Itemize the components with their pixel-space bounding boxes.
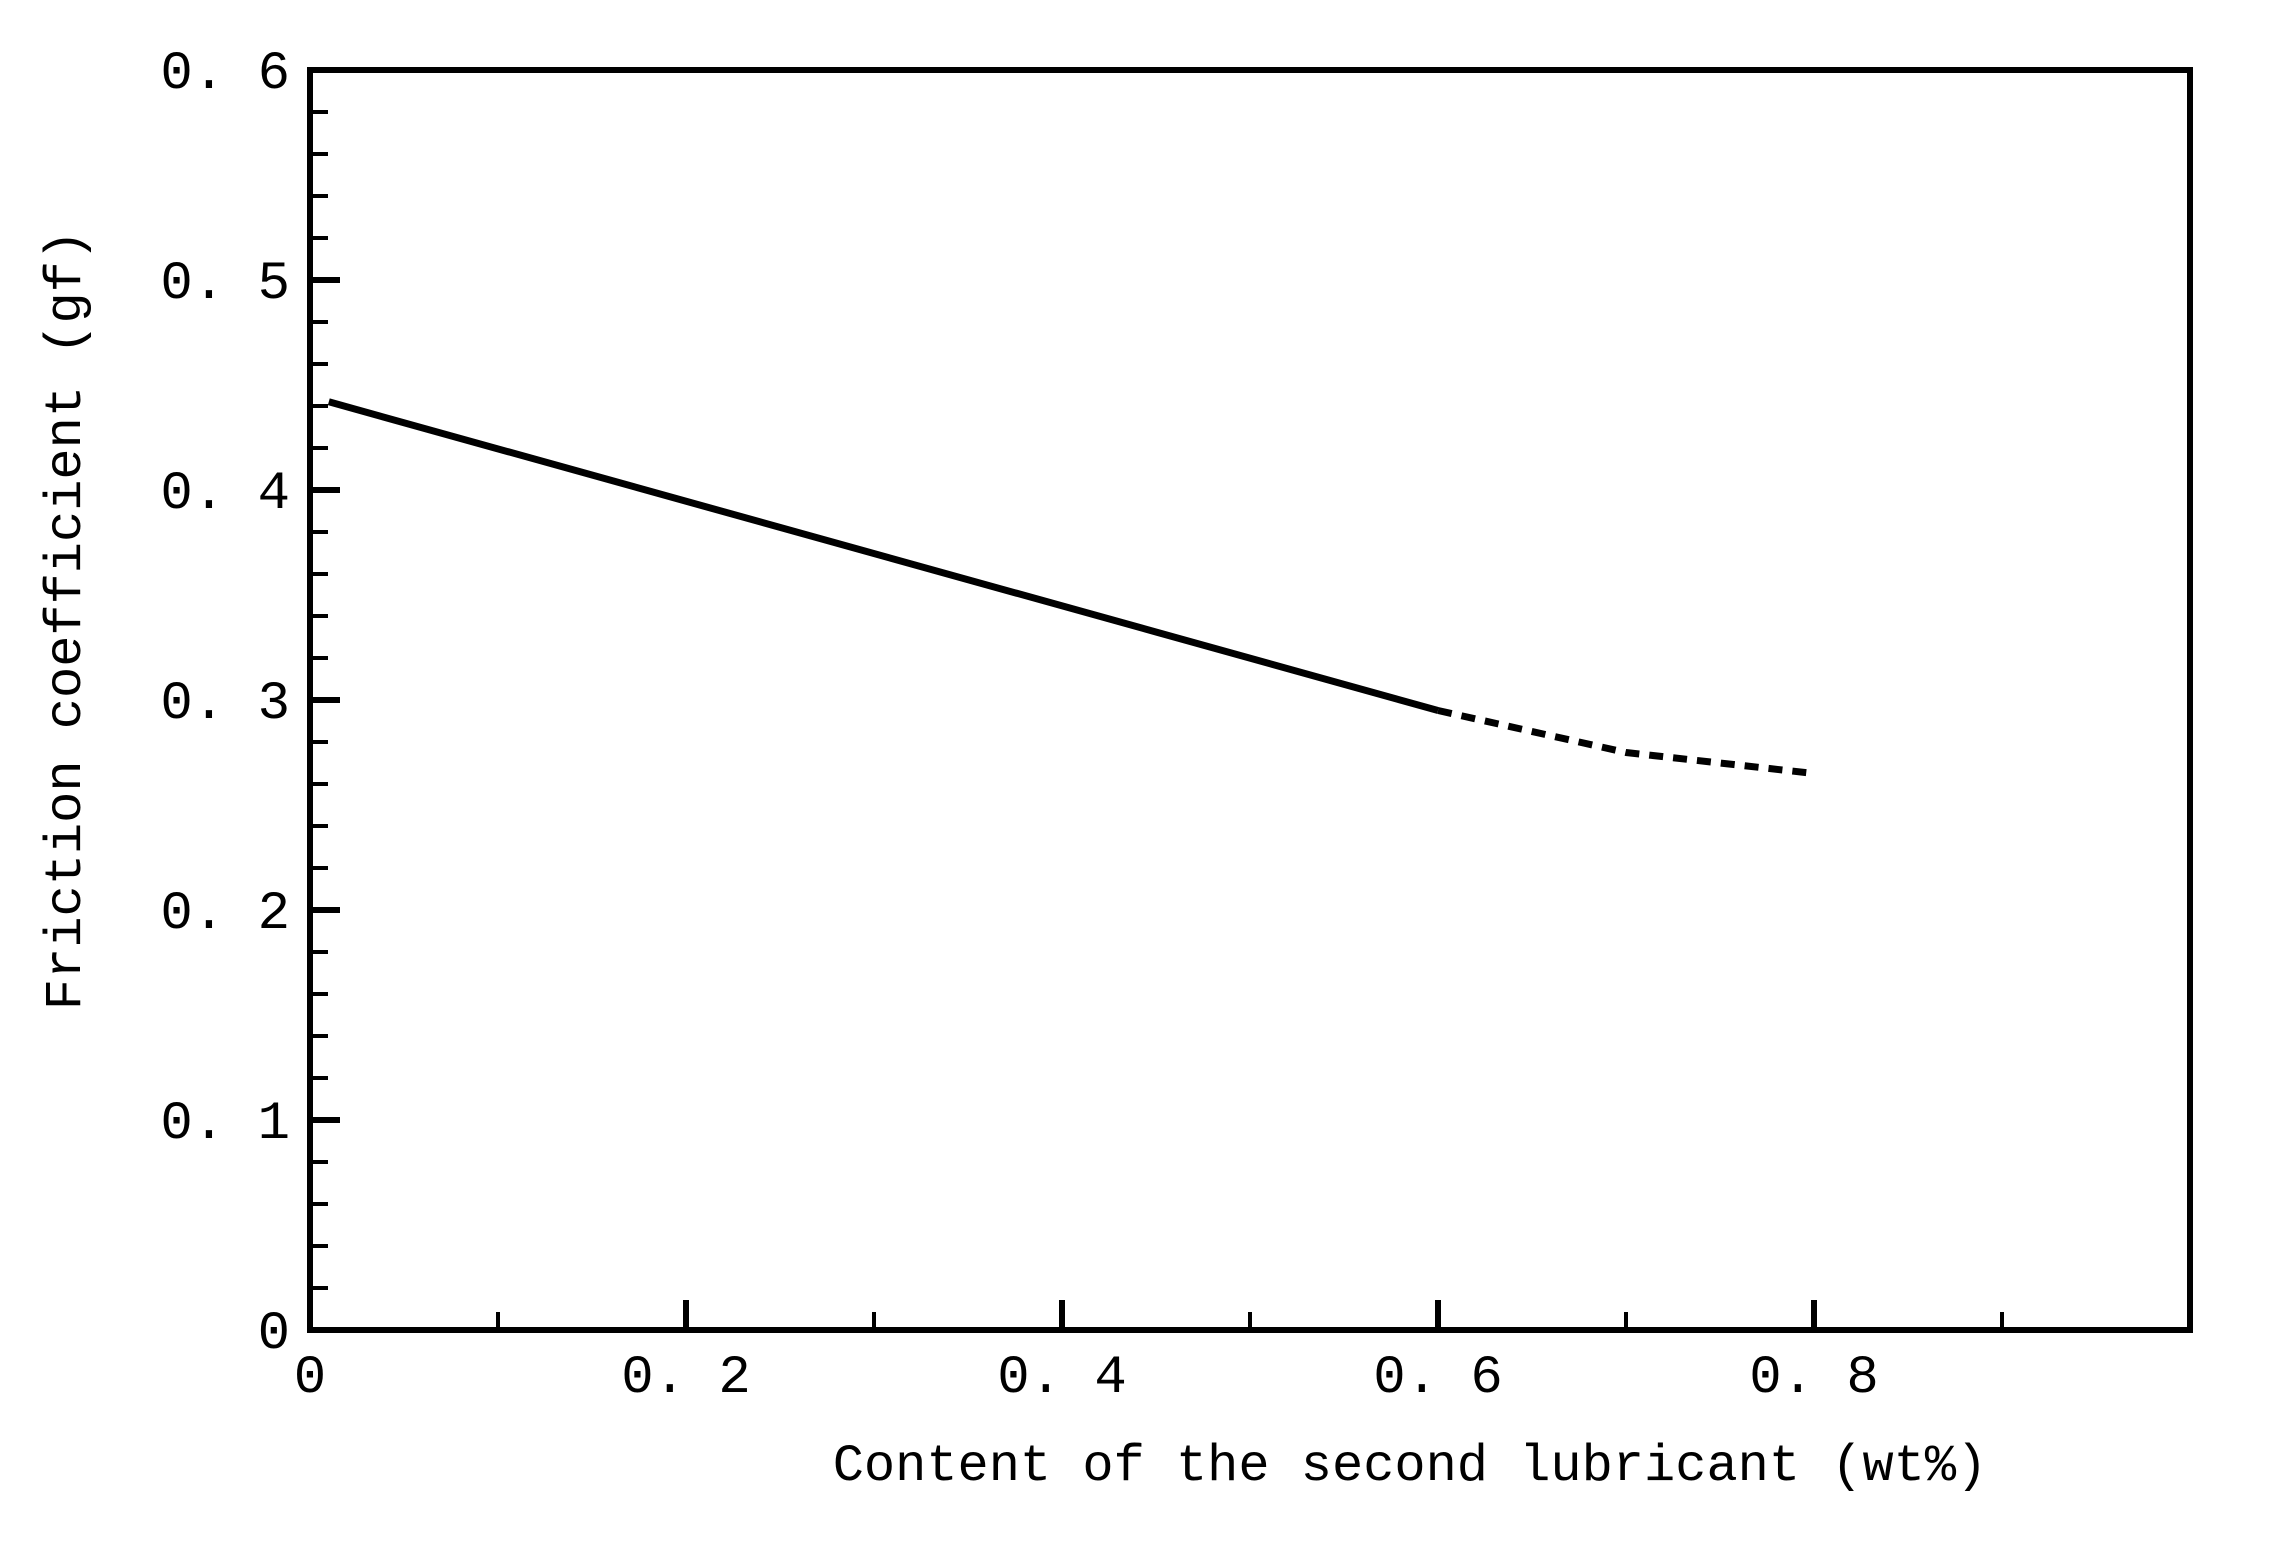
- series-solid: [329, 402, 1438, 711]
- y-tick-label: 0. 3: [160, 674, 290, 735]
- y-tick-label: 0. 6: [160, 44, 290, 105]
- series-dashed: [1438, 711, 1814, 774]
- x-tick-label: 0: [294, 1348, 326, 1409]
- x-tick-label: 0. 6: [1373, 1348, 1503, 1409]
- y-tick-label: 0. 2: [160, 884, 290, 945]
- y-axis-title: Friction coefficient (gf): [37, 230, 96, 1010]
- x-tick-label: 0. 8: [1749, 1348, 1879, 1409]
- x-tick-label: 0. 4: [997, 1348, 1127, 1409]
- y-tick-label: 0: [258, 1304, 290, 1365]
- x-axis-title: Content of the second lubricant (wt%): [833, 1437, 1988, 1496]
- chart-container: 0 0. 2 0. 4 0. 6 0. 8 0 0. 1 0. 2 0. 3 0. 4 0. 5 0.…: [0, 0, 2269, 1563]
- y-tick-label: 0. 1: [160, 1094, 290, 1155]
- friction-chart: 0 0. 2 0. 4 0. 6 0. 8 0 0. 1 0. 2 0. 3 0. 4 0. 5 0.…: [0, 0, 2269, 1563]
- x-tick-label: 0. 2: [621, 1348, 751, 1409]
- y-tick-label: 0. 4: [160, 464, 290, 525]
- plot-border: [310, 70, 2190, 1330]
- y-tick-label: 0. 5: [160, 254, 290, 315]
